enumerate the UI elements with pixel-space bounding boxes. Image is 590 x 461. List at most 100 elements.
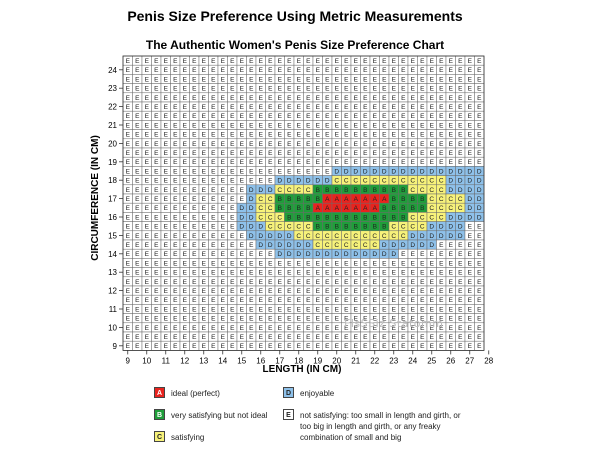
heatmap-cell-label: E bbox=[468, 113, 473, 120]
heatmap-cell-label: E bbox=[335, 86, 340, 93]
heatmap-cell-label: E bbox=[164, 205, 169, 212]
heatmap-cell-label: E bbox=[211, 316, 216, 323]
heatmap-cell-label: E bbox=[192, 325, 197, 332]
heatmap-cell-label: E bbox=[173, 104, 178, 111]
heatmap-cell-label: E bbox=[249, 104, 254, 111]
heatmap-cell-label: E bbox=[249, 132, 254, 139]
heatmap-cell-label: E bbox=[202, 214, 207, 221]
heatmap-cell-label: E bbox=[135, 104, 140, 111]
heatmap-cell-label: E bbox=[211, 95, 216, 102]
heatmap-cell-label: E bbox=[458, 76, 463, 83]
heatmap-cell-label: E bbox=[249, 159, 254, 166]
heatmap-cell-label: E bbox=[420, 260, 425, 267]
heatmap-cell-label: E bbox=[164, 343, 169, 350]
heatmap-cell-label: C bbox=[363, 242, 368, 249]
heatmap-cell-label: E bbox=[221, 334, 226, 341]
heatmap-cell-label: D bbox=[363, 251, 368, 258]
heatmap-cell-label: E bbox=[420, 104, 425, 111]
heatmap-cell-label: C bbox=[306, 224, 311, 231]
heatmap-cell-label: E bbox=[430, 306, 435, 313]
heatmap-cell-label: E bbox=[230, 325, 235, 332]
heatmap-cell-label: E bbox=[468, 306, 473, 313]
heatmap-cell-label: E bbox=[449, 288, 454, 295]
heatmap-cell-label: E bbox=[183, 233, 188, 240]
heatmap-cell-label: E bbox=[221, 141, 226, 148]
heatmap-cell-label: E bbox=[173, 334, 178, 341]
heatmap-cell-label: E bbox=[373, 279, 378, 286]
heatmap-cell-label: E bbox=[268, 104, 273, 111]
heatmap-cell-label: E bbox=[145, 297, 150, 304]
heatmap-cell-label: E bbox=[468, 95, 473, 102]
heatmap-cell-label: D bbox=[467, 178, 472, 185]
x-tick-label: 21 bbox=[351, 356, 360, 365]
heatmap-cell-label: E bbox=[240, 279, 245, 286]
heatmap-cell-label: B bbox=[316, 214, 320, 221]
heatmap-cell-label: E bbox=[325, 122, 330, 129]
heatmap-cell-label: E bbox=[221, 196, 226, 203]
heatmap-cell-label: E bbox=[202, 196, 207, 203]
heatmap-cell-label: E bbox=[468, 297, 473, 304]
heatmap-cell-label: E bbox=[477, 132, 482, 139]
heatmap-cell-label: E bbox=[468, 242, 473, 249]
heatmap-cell-label: E bbox=[325, 58, 330, 65]
heatmap-cell-label: E bbox=[325, 306, 330, 313]
heatmap-cell-label: E bbox=[411, 297, 416, 304]
heatmap-cell-label: E bbox=[173, 251, 178, 258]
heatmap-cell-label: D bbox=[467, 187, 472, 194]
heatmap-cell-label: E bbox=[154, 260, 159, 267]
heatmap-cell-label: D bbox=[258, 224, 263, 231]
heatmap-cell-label: E bbox=[240, 58, 245, 65]
heatmap-cell-label: E bbox=[126, 279, 131, 286]
heatmap-cell-label: E bbox=[278, 67, 283, 74]
heatmap-cell-label: E bbox=[183, 67, 188, 74]
heatmap-cell-label: E bbox=[221, 150, 226, 157]
heatmap-cell-label: E bbox=[126, 196, 131, 203]
heatmap-cell-label: E bbox=[316, 297, 321, 304]
heatmap-cell-label: E bbox=[135, 279, 140, 286]
heatmap-cell-label: E bbox=[221, 343, 226, 350]
heatmap-cell-label: E bbox=[392, 343, 397, 350]
heatmap-cell-label: E bbox=[449, 260, 454, 267]
heatmap-cell-label: D bbox=[467, 205, 472, 212]
heatmap-cell-label: E bbox=[154, 196, 159, 203]
heatmap-cell-label: D bbox=[420, 242, 425, 249]
heatmap-cell-label: D bbox=[420, 233, 425, 240]
heatmap-cell-label: E bbox=[173, 141, 178, 148]
x-tick-label: 23 bbox=[389, 356, 398, 365]
heatmap-cell-label: E bbox=[363, 76, 368, 83]
heatmap-cell-label: E bbox=[297, 95, 302, 102]
heatmap-cell-label: B bbox=[392, 214, 396, 221]
heatmap-cell-label: E bbox=[306, 159, 311, 166]
heatmap-cell-label: E bbox=[211, 205, 216, 212]
heatmap-cell-label: E bbox=[392, 288, 397, 295]
heatmap-cell-label: E bbox=[173, 58, 178, 65]
heatmap-cell-label: E bbox=[449, 297, 454, 304]
heatmap-cell-label: C bbox=[277, 214, 282, 221]
heatmap-cell-label: C bbox=[448, 205, 453, 212]
heatmap-cell-label: E bbox=[287, 279, 292, 286]
heatmap-cell-label: E bbox=[373, 86, 378, 93]
heatmap-cell-label: E bbox=[344, 297, 349, 304]
heatmap-cell-label: E bbox=[173, 306, 178, 313]
heatmap-cell-label: E bbox=[430, 260, 435, 267]
heatmap-cell-label: E bbox=[202, 325, 207, 332]
heatmap-cell-label: E bbox=[278, 150, 283, 157]
heatmap-cell-label: E bbox=[401, 122, 406, 129]
heatmap-cell-label: E bbox=[449, 279, 454, 286]
heatmap-cell-label: D bbox=[448, 214, 453, 221]
heatmap-cell-label: E bbox=[354, 306, 359, 313]
heatmap-cell-label: E bbox=[135, 325, 140, 332]
heatmap-cell-label: E bbox=[249, 343, 254, 350]
heatmap-cell-label: E bbox=[278, 159, 283, 166]
heatmap-cell-label: E bbox=[449, 343, 454, 350]
heatmap-cell-label: E bbox=[382, 306, 387, 313]
heatmap-cell-label: E bbox=[259, 306, 264, 313]
heatmap-cell-label: E bbox=[439, 95, 444, 102]
heatmap-cell-label: E bbox=[268, 95, 273, 102]
heatmap-cell-label: E bbox=[154, 187, 159, 194]
heatmap-cell-label: C bbox=[448, 196, 453, 203]
heatmap-cell-label: E bbox=[154, 113, 159, 120]
y-tick-label: 14 bbox=[108, 250, 117, 259]
heatmap-cell-label: D bbox=[277, 242, 282, 249]
heatmap-cell-label: E bbox=[278, 95, 283, 102]
